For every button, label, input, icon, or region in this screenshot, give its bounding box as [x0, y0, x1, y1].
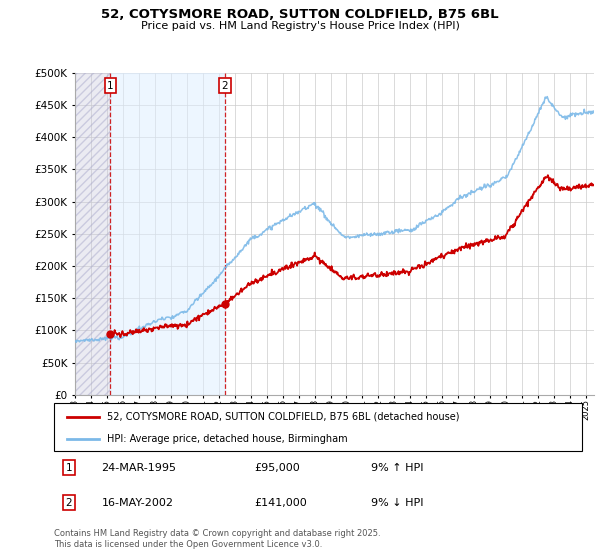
- Text: 2: 2: [221, 81, 228, 91]
- Text: 24-MAR-1995: 24-MAR-1995: [101, 463, 176, 473]
- Bar: [110, 73, 224, 395]
- Text: HPI: Average price, detached house, Birmingham: HPI: Average price, detached house, Birm…: [107, 434, 347, 444]
- Text: 9% ↓ HPI: 9% ↓ HPI: [371, 498, 424, 507]
- Text: 16-MAY-2002: 16-MAY-2002: [101, 498, 173, 507]
- Text: 1: 1: [65, 463, 72, 473]
- Text: 52, COTYSMORE ROAD, SUTTON COLDFIELD, B75 6BL: 52, COTYSMORE ROAD, SUTTON COLDFIELD, B7…: [101, 8, 499, 21]
- Text: 2: 2: [65, 498, 72, 507]
- Text: 9% ↑ HPI: 9% ↑ HPI: [371, 463, 424, 473]
- Bar: [75, 73, 110, 395]
- Text: £141,000: £141,000: [254, 498, 307, 507]
- Text: 52, COTYSMORE ROAD, SUTTON COLDFIELD, B75 6BL (detached house): 52, COTYSMORE ROAD, SUTTON COLDFIELD, B7…: [107, 412, 460, 422]
- Text: £95,000: £95,000: [254, 463, 301, 473]
- Text: 1: 1: [107, 81, 114, 91]
- Text: Contains HM Land Registry data © Crown copyright and database right 2025.
This d: Contains HM Land Registry data © Crown c…: [54, 529, 380, 549]
- Bar: [75, 73, 110, 395]
- Text: Price paid vs. HM Land Registry's House Price Index (HPI): Price paid vs. HM Land Registry's House …: [140, 21, 460, 31]
- FancyBboxPatch shape: [54, 403, 582, 451]
